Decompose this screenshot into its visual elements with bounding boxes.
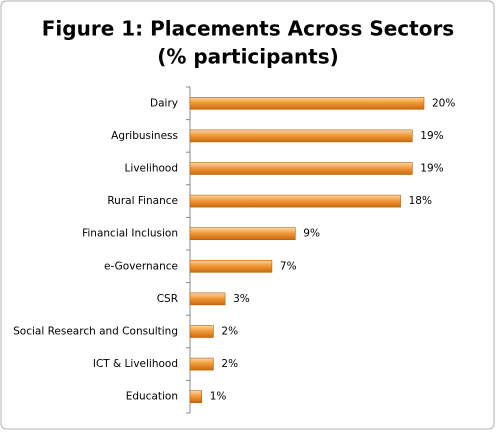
category-label: Agribusiness [111,130,178,142]
bar [189,292,226,306]
chart-title: Figure 1: Placements Across Sectors [42,17,454,41]
data-label: 19% [420,163,443,175]
bar [189,162,413,175]
category-label: Financial Inclusion [82,228,178,240]
data-label: 7% [280,260,297,272]
bar [189,325,214,338]
data-label: 2% [221,358,238,370]
bar [189,227,296,240]
bar [189,259,273,273]
data-label: 9% [303,228,320,240]
bar [189,97,425,110]
category-label: Dairy [150,97,178,109]
bar [189,194,401,208]
category-label: Education [126,391,178,403]
category-label: Livelihood [125,163,178,175]
chart-title: (% participants) [157,45,339,69]
data-label: 18% [409,195,432,207]
bar [189,129,413,143]
category-label: Rural Finance [107,195,178,207]
data-label: 2% [221,326,238,338]
data-label: 19% [420,130,443,142]
category-label: ICT & Livelihood [93,358,178,370]
category-label: Social Research and Consulting [13,326,178,338]
category-label: e-Governance [104,260,178,272]
data-label: 3% [233,293,250,305]
bar [189,390,202,404]
data-label: 1% [210,391,227,403]
category-label: CSR [157,293,178,305]
bar [189,357,214,371]
data-label: 20% [432,97,455,109]
